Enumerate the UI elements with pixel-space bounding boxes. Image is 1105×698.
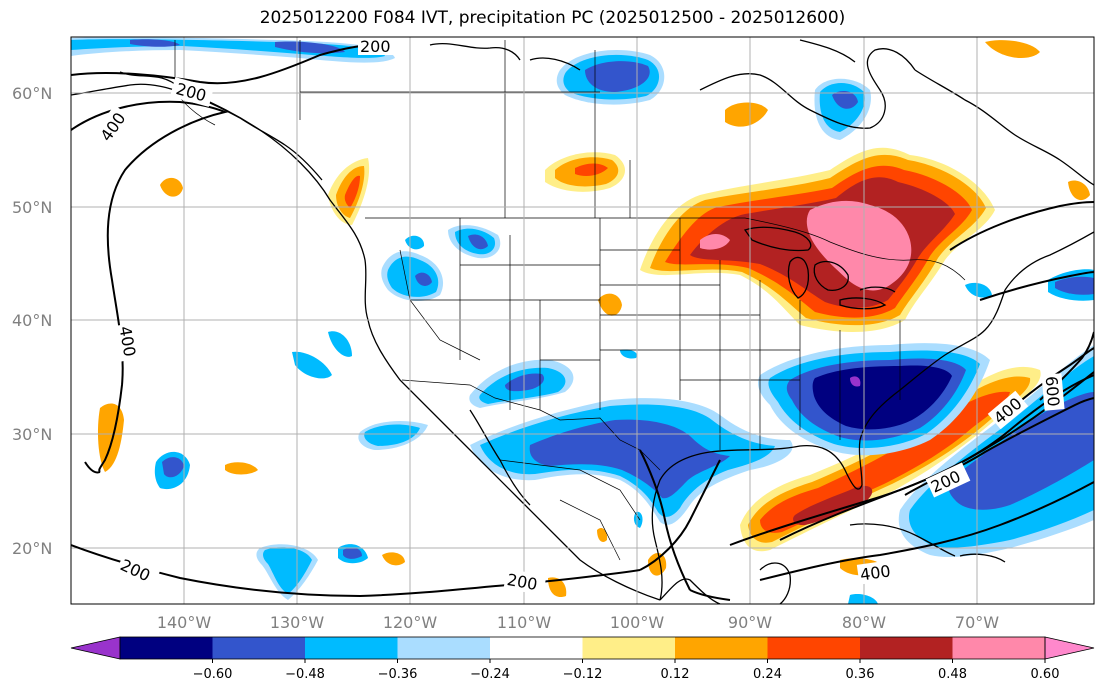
- lon-label-70w: 70°W: [955, 613, 999, 632]
- contour-label-600-atlantic: 600: [1042, 375, 1064, 407]
- colorbar-segment: [767, 637, 861, 659]
- colorbar-segment: [860, 637, 953, 659]
- colorbar-arrow-high: [1044, 636, 1095, 660]
- lon-label-120w: 120°W: [383, 613, 438, 632]
- colorbar-tick-label: −0.36: [378, 667, 418, 682]
- latitude-labels: 60°N 50°N 40°N 30°N 20°N: [12, 84, 52, 558]
- colorbar-arrow-low: [70, 636, 121, 660]
- lon-label-110w: 110°W: [497, 613, 552, 632]
- graticule: [71, 37, 1094, 604]
- colorbar-tick-label: −0.48: [285, 667, 325, 682]
- contour-label-200-top: 200: [360, 37, 391, 56]
- colorbar-tick-label: −0.12: [563, 667, 603, 682]
- colorbar-segment: [212, 637, 306, 659]
- colorbar-tick-label: −0.24: [470, 667, 510, 682]
- lat-label-20n: 20°N: [12, 539, 52, 558]
- longitude-labels: 140°W 130°W 120°W 110°W 100°W 90°W 80°W …: [157, 613, 999, 632]
- precip-fill-layer: [71, 37, 1094, 604]
- lat-label-40n: 40°N: [12, 311, 52, 330]
- colorbar-tick-label: 0.36: [846, 667, 875, 682]
- colorbar-segment: [397, 637, 491, 659]
- lon-label-80w: 80°W: [842, 613, 886, 632]
- lon-label-100w: 100°W: [610, 613, 665, 632]
- colorbar-segment: [490, 637, 583, 659]
- colorbar-segment: [582, 637, 676, 659]
- colorbar-segment: [675, 637, 768, 659]
- colorbar-tick-label: 0.60: [1031, 667, 1060, 682]
- lon-label-140w: 140°W: [157, 613, 212, 632]
- colorbar-segment: [305, 637, 398, 659]
- colorbar-tick-label: 0.24: [753, 667, 782, 682]
- lat-label-30n: 30°N: [12, 425, 52, 444]
- map-frame: [70, 36, 1095, 605]
- colorbar-segment: [952, 637, 1046, 659]
- lon-label-90w: 90°W: [728, 613, 772, 632]
- contour-label-400-caribbean: 400: [859, 561, 892, 584]
- colorbar-tick-label: −0.60: [193, 667, 233, 682]
- map-title: 2025012200 F084 IVT, precipitation PC (2…: [259, 8, 846, 28]
- colorbar-tick-label: 0.12: [661, 667, 690, 682]
- colorbar-segment: [120, 637, 213, 659]
- lat-label-50n: 50°N: [12, 198, 52, 217]
- colorbar: −0.60 −0.48 −0.36 −0.24 −0.12 0.12 0.24 0.36 0.4…: [70, 636, 1095, 682]
- lon-label-130w: 130°W: [270, 613, 325, 632]
- lat-label-60n: 60°N: [12, 84, 52, 103]
- colorbar-tick-label: 0.48: [938, 667, 967, 682]
- map-content: 200 200 400 400 200 200 200 400 600 400: [71, 37, 1094, 604]
